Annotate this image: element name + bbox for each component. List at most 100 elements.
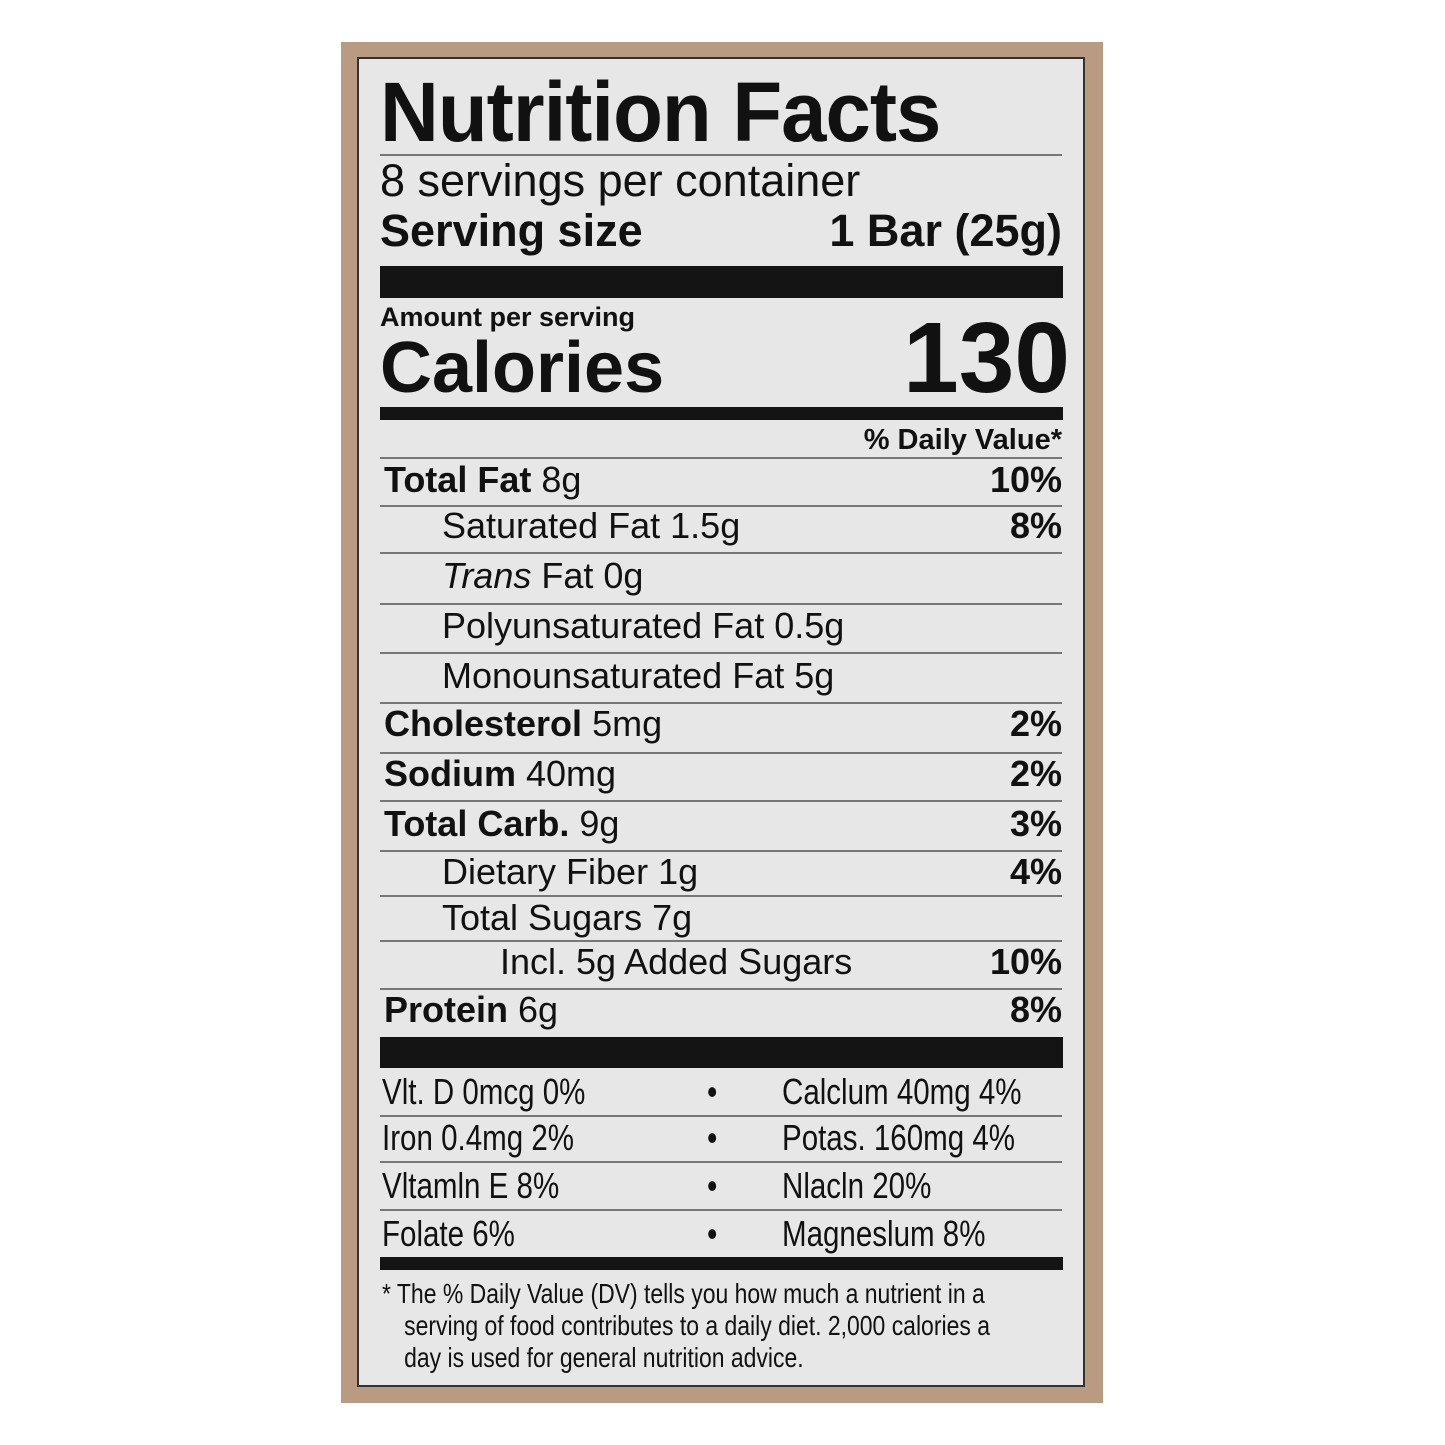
divider [380,988,1062,990]
nutrient-name: Incl. 5g Added Sugars [500,941,853,982]
nutrient-daily-value: 10% [989,941,1062,982]
nutrient-amount: 9g [579,803,620,844]
nutrient-daily-value: 3% [1009,803,1062,844]
nutrient-name: Protein [384,989,509,1030]
nutrient-row: Total Fat 8g 10% [384,458,1062,502]
vitamin-right: Calclum 40mg 4% [782,1071,1022,1112]
nutrient-label: Total Sugars 7g [442,896,692,940]
nutrient-row: Cholesterol 5mg 2% [384,702,1062,746]
nutrient-label: Protein 6g [384,988,558,1032]
divider [380,652,1062,654]
nutrient-amount: 5mg [592,703,663,744]
nutrient-name: Total Carb. [384,803,570,844]
divider [380,1115,1062,1117]
footnote-line: day is used for general nutrition advice… [404,1342,804,1373]
label-title: Nutrition Facts [380,65,941,159]
divider [380,457,1062,459]
nutrient-name: Cholesterol [384,703,583,744]
divider [380,940,1062,942]
separator-dot: • [707,1165,718,1206]
footnote-line: serving of food contributes to a daily d… [404,1310,990,1341]
nutrient-daily-value: 8% [1009,989,1062,1030]
nutrient-amount: 6g [518,989,559,1030]
vitamin-right: Nlacln 20% [782,1165,932,1206]
nutrient-label: Monounsaturated Fat 5g [442,654,834,698]
vitamin-right: Potas. 160mg 4% [782,1117,1016,1158]
separator-dot: • [707,1071,718,1112]
nutrient-daily-value: 2% [1009,753,1062,794]
nutrient-name: Dietary Fiber [442,851,649,892]
nutrient-row: Polyunsaturated Fat 0.5g [442,604,1062,648]
thick-divider [380,1037,1063,1068]
nutrient-amount: 40mg [526,753,617,794]
nutrient-row: Trans Fat 0g [442,554,1062,598]
vitamin-row: Vltamln E 8% • Nlacln 20% [382,1164,1062,1208]
nutrient-name: Polyunsaturated Fat [442,605,765,646]
nutrient-amount: 0.5g [774,605,845,646]
serving-size-label: Serving size [380,205,643,256]
servings-per-container: 8 servings per container [380,155,861,206]
divider [380,702,1062,704]
vitamin-left: Iron 0.4mg 2% [382,1117,574,1158]
medium-divider [380,1257,1063,1270]
nutrient-amount: 1.5g [670,505,741,546]
nutrient-name: Trans [442,555,532,596]
divider [380,895,1062,897]
nutrient-name: Total Fat [384,459,532,500]
nutrient-daily-value: 8% [1009,505,1062,546]
divider [380,752,1062,754]
vitamin-left: Folate 6% [382,1213,515,1254]
nutrient-row: Total Carb. 9g 3% [384,802,1062,846]
nutrient-label: Trans Fat 0g [442,554,643,598]
thick-divider [380,266,1063,298]
divider [380,505,1062,507]
nutrient-label: Sodium 40mg [384,752,616,796]
nutrient-row: Dietary Fiber 1g 4% [442,850,1062,894]
nutrient-amount: 7g [652,897,693,938]
serving-size-row: Serving size 1 Bar (25g) [380,205,1062,257]
footnote-line: * The % Daily Value (DV) tells you how m… [382,1278,985,1309]
daily-value-header: % Daily Value* [863,424,1062,456]
nutrient-amount: 1g [658,851,699,892]
vitamin-left: Vlt. D 0mcg 0% [382,1071,586,1112]
medium-divider [380,407,1063,420]
nutrient-label: Total Carb. 9g [384,802,619,846]
nutrient-row: Monounsaturated Fat 5g [442,654,1062,698]
nutrient-row: Sodium 40mg 2% [384,752,1062,796]
vitamin-left: Vltamln E 8% [382,1165,560,1206]
separator-dot: • [707,1117,718,1158]
amount-per-serving: Amount per serving [380,302,636,332]
nutrient-label: Dietary Fiber 1g [442,850,698,894]
separator-dot: • [707,1213,718,1254]
divider [380,552,1062,554]
nutrient-amount: 8g [541,459,582,500]
nutrient-row: Total Sugars 7g [442,896,1062,940]
vitamin-row: Iron 0.4mg 2% • Potas. 160mg 4% [382,1116,1062,1160]
vitamin-row: Vlt. D 0mcg 0% • Calclum 40mg 4% [382,1070,1062,1114]
serving-size-value: 1 Bar (25g) [829,205,1062,256]
vitamin-right: Magneslum 8% [782,1213,986,1254]
nutrient-row: Protein 6g 8% [384,988,1062,1032]
divider [380,603,1062,605]
nutrient-label: Total Fat 8g [384,458,581,502]
nutrient-name: Total Sugars [442,897,643,938]
nutrient-name: Saturated Fat [442,505,661,546]
nutrient-label: Polyunsaturated Fat 0.5g [442,604,844,648]
nutrient-daily-value: 4% [1009,851,1062,892]
nutrient-daily-value: 2% [1009,703,1062,744]
divider [380,1209,1062,1211]
nutrient-label: Cholesterol 5mg [384,702,662,746]
nutrient-name: Sodium [384,753,516,794]
divider [380,1161,1062,1163]
calories-value: 130 [903,302,1070,414]
calories-label: Calories [380,328,665,408]
calories-row: Calories 130 [380,308,1070,408]
nutrient-daily-value: 10% [989,459,1062,500]
nutrient-label: Saturated Fat 1.5g [442,504,740,548]
nutrient-row: Saturated Fat 1.5g 8% [442,504,1062,548]
nutrient-label: Incl. 5g Added Sugars [500,940,852,984]
vitamin-row: Folate 6% • Magneslum 8% [382,1212,1062,1256]
nutrient-amount: 5g [794,655,835,696]
divider [380,154,1062,156]
divider [380,800,1062,802]
